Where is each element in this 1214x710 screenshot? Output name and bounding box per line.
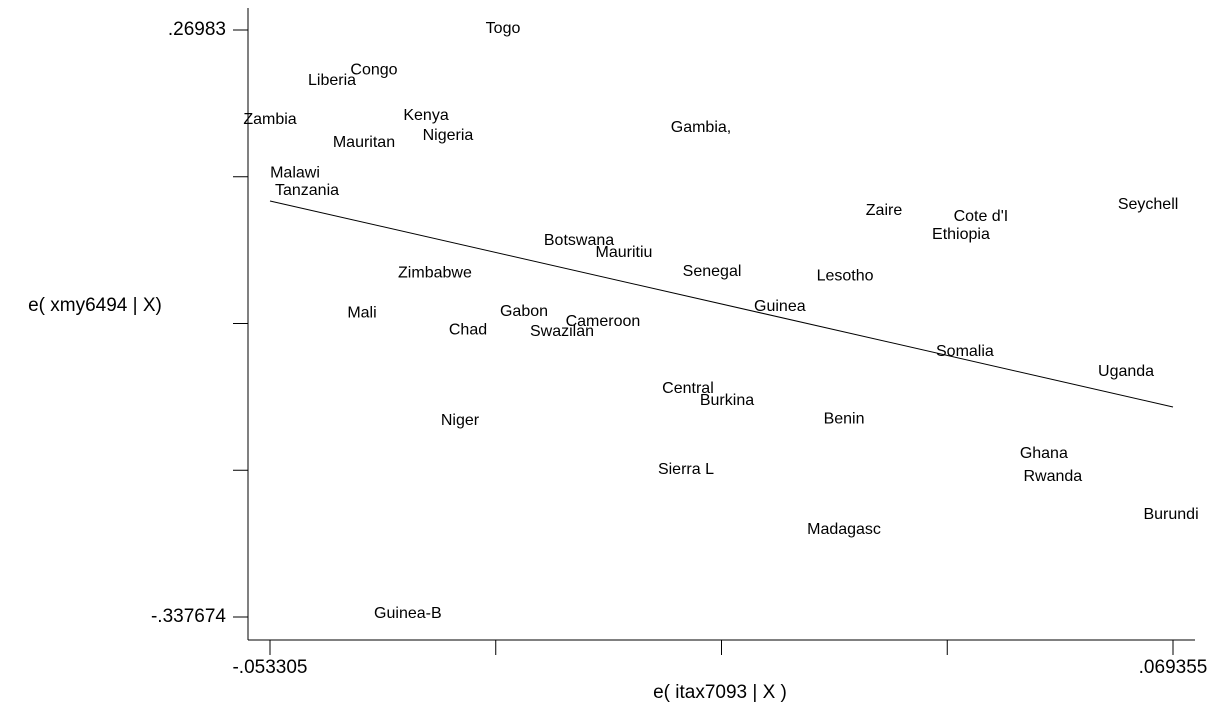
point-label: Mauritan <box>333 134 395 151</box>
point-label: Liberia <box>308 72 356 89</box>
point-label: Benin <box>824 410 865 427</box>
point-label: Malawi <box>270 164 320 181</box>
y-tick-label: .26983 <box>168 19 226 40</box>
point-label: Niger <box>441 412 480 429</box>
point-label: Central <box>662 380 714 397</box>
point-label: Nigeria <box>423 127 474 144</box>
point-label: Cote d'I <box>954 208 1009 225</box>
point-label: Chad <box>449 321 487 338</box>
point-label: Tanzania <box>275 182 339 199</box>
point-label: Gambia, <box>671 119 731 136</box>
point-label: Zambia <box>243 111 296 128</box>
point-label: Kenya <box>403 107 448 124</box>
y-tick-label: -.337674 <box>151 606 226 627</box>
point-label: Guinea-B <box>374 605 442 622</box>
point-label: Burundi <box>1143 506 1198 523</box>
point-label: Swazilan <box>530 323 594 340</box>
point-label: Cameroon <box>566 313 641 330</box>
point-label: Mauritiu <box>596 244 653 261</box>
x-tick-label: -.053305 <box>232 657 307 678</box>
point-label: Togo <box>486 20 521 37</box>
x-axis-title: e( itax7093 | X ) <box>653 682 787 703</box>
point-label: Burkina <box>700 392 754 409</box>
point-label: Madagasc <box>807 521 881 538</box>
point-label: Lesotho <box>817 267 874 284</box>
point-label: Congo <box>350 61 397 78</box>
point-label: Somalia <box>936 343 994 360</box>
point-label: Zaire <box>866 202 903 219</box>
point-label: Seychell <box>1118 196 1178 213</box>
point-label: Botswana <box>544 232 614 249</box>
point-label: Rwanda <box>1023 468 1082 485</box>
point-label: Ghana <box>1020 445 1068 462</box>
point-label: Guinea <box>754 298 806 315</box>
x-tick-label: .069355 <box>1139 657 1208 678</box>
point-label: Gabon <box>500 303 548 320</box>
point-label: Sierra L <box>658 461 714 478</box>
point-label: Zimbabwe <box>398 264 472 281</box>
fit-line <box>269 200 1174 408</box>
point-label: Uganda <box>1098 363 1154 380</box>
point-label: Senegal <box>683 263 742 280</box>
y-axis-title: e( xmy6494 | X) <box>28 295 162 316</box>
point-label: Ethiopia <box>932 226 990 243</box>
point-label: Mali <box>347 304 376 321</box>
